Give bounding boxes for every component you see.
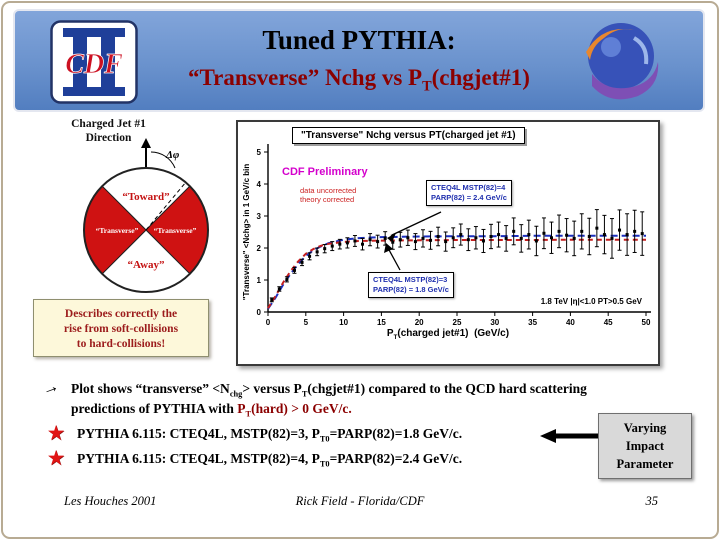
transverse-left-label: “Transverse”: [96, 226, 139, 235]
delta-phi-boundary-line: [145, 181, 187, 231]
svg-text:20: 20: [415, 318, 424, 327]
svg-text:5: 5: [304, 318, 309, 327]
svg-text:1: 1: [257, 276, 262, 285]
impact-box-line3: Parameter: [616, 457, 674, 472]
left-arrow-icon: [540, 429, 598, 443]
nchg-vs-pt-chart-panel: "Transverse" <Nchg> in 1 GeV/c bin 0 5 10 1…: [236, 120, 660, 366]
pythia-tune-text: PYTHIA 6.115: CTEQ4L, MSTP(82)=3, PT0=PA…: [77, 426, 463, 445]
toward-label: “Toward”: [122, 191, 169, 203]
bullet-text-highlight: PT(hard) > 0 GeV/c.: [237, 400, 352, 419]
chart-title: "Transverse" Nchg versus PT(charged jet …: [292, 127, 525, 144]
svg-text:50: 50: [642, 318, 651, 327]
delta-phi-arc: [150, 151, 176, 169]
impact-box-line2: Impact: [625, 439, 665, 454]
cdf-detector-logo: [574, 16, 664, 106]
slide-footer: Les Houches 2001 Rick Field - Florida/CD…: [0, 494, 720, 516]
svg-text:3: 3: [257, 212, 262, 221]
svg-text:40: 40: [566, 318, 575, 327]
jet-direction-diagram: Charged Jet #1 Direction Δφ “Toward” “Tr…: [36, 118, 236, 304]
jet-direction-arrowhead: [141, 138, 151, 148]
svg-text:35: 35: [528, 318, 537, 327]
cdf-logo: CDF: [50, 20, 138, 104]
slide-number: 35: [645, 494, 659, 508]
delta-phi-label: Δφ: [165, 149, 180, 161]
pythia-tune-text: PYTHIA 6.115: CTEQ4L, MSTP(82)=4, PT0=PA…: [77, 451, 463, 469]
star-bullet-icon: ★: [48, 448, 65, 469]
bullet-item-pythia-2-4: ★ PYTHIA 6.115: CTEQ4L, MSTP(82)=4, PT0=…: [44, 448, 604, 469]
arrow-bullet-icon: →: [39, 375, 62, 400]
svg-text:10: 10: [339, 318, 348, 327]
svg-text:0: 0: [266, 318, 271, 327]
legend-parp82-1_8: CTEQ4L MSTP(82)=3 PARP(82) = 1.8 GeV/c: [368, 272, 454, 298]
cdf-preliminary-label: CDF Preliminary: [282, 166, 368, 178]
note-line: to hard-collisions!: [76, 337, 166, 350]
footer-conference: Les Houches 2001: [64, 494, 157, 508]
jet-regions-graphic: Δφ “Toward” “Transverse” “Transverse” “A…: [83, 138, 209, 293]
bullet-list: → Plot shows “transverse” <Nchg> versus …: [39, 376, 604, 469]
cdf-logo-graphic: CDF: [50, 20, 138, 104]
slide-subtitle: “Transverse” Nchg vs PT(chgjet#1): [188, 65, 530, 95]
chart-x-axis-label: PT(charged jet#1) (GeV/c): [386, 328, 510, 341]
footer-author: Rick Field - Florida/CDF: [295, 494, 425, 508]
varying-impact-parameter-box: Varying Impact Parameter: [598, 413, 692, 479]
legend-line: PARP(82) = 2.4 GeV/c: [431, 192, 507, 202]
beam-conditions-label: 1.8 TeV |η|<1.0 PT>0.5 GeV: [540, 297, 642, 306]
away-label: “Away”: [127, 259, 164, 271]
star-bullet-icon: ★: [48, 423, 65, 444]
bullet-item-plot-description: → Plot shows “transverse” <Nchg> versus …: [39, 376, 604, 419]
svg-text:45: 45: [604, 318, 613, 327]
svg-text:4: 4: [257, 180, 262, 189]
svg-text:5: 5: [257, 148, 262, 157]
bullet-text-main: Plot shows “transverse” <Nchg> versus PT…: [71, 381, 587, 416]
legend-line: CTEQ4L MSTP(82)=4: [431, 183, 506, 192]
legend-parp82-2_4: CTEQ4L MSTP(82)=4 PARP(82) = 2.4 GeV/c: [426, 180, 512, 206]
legend-line: PARP(82) = 1.8 GeV/c: [373, 284, 449, 294]
cdf-logo-text: CDF: [65, 49, 123, 80]
bullet-item-pythia-1-8: ★ PYTHIA 6.115: CTEQ4L, MSTP(82)=3, PT0=…: [44, 423, 604, 445]
data-correction-note: data uncorrected theory corrected: [300, 186, 356, 205]
jet-circle-outline: [83, 167, 209, 293]
data-correction-note-line1: data uncorrected: [300, 186, 357, 195]
chart-plot-area: "Transverse" <Nchg> in 1 GeV/c bin 0 5 10 1…: [242, 144, 651, 327]
data-correction-note-line2: theory corrected: [300, 195, 355, 205]
svg-text:15: 15: [377, 318, 386, 327]
svg-text:0: 0: [257, 308, 262, 317]
transverse-right-label: “Transverse”: [154, 226, 197, 235]
legend-line: CTEQ4L MSTP(82)=3: [373, 275, 448, 284]
note-line: rise from soft-collisions: [63, 322, 179, 335]
diagram-title: Charged Jet #1 Direction: [36, 118, 181, 146]
svg-text:30: 30: [490, 318, 499, 327]
chart-y-axis-label: "Transverse" <Nchg> in 1 GeV/c bin: [242, 164, 251, 301]
diagram-title-line1: Charged Jet #1: [71, 118, 146, 130]
slide-title: Tuned PYTHIA:: [262, 25, 456, 55]
svg-text:2: 2: [257, 244, 262, 253]
note-line: Describes correctly the: [64, 308, 178, 320]
impact-box-line1: Varying: [623, 421, 667, 435]
svg-text:25: 25: [453, 318, 462, 327]
soft-to-hard-note-box: Describes correctly the rise from soft-c…: [33, 299, 209, 357]
diagram-title-line2: Direction: [85, 131, 132, 144]
bullet-text: Plot shows “transverse” <Nchg> versus PT…: [71, 381, 587, 419]
impact-parameter-arrow: [540, 427, 598, 445]
cdf-detector-logo-graphic: [586, 23, 659, 100]
